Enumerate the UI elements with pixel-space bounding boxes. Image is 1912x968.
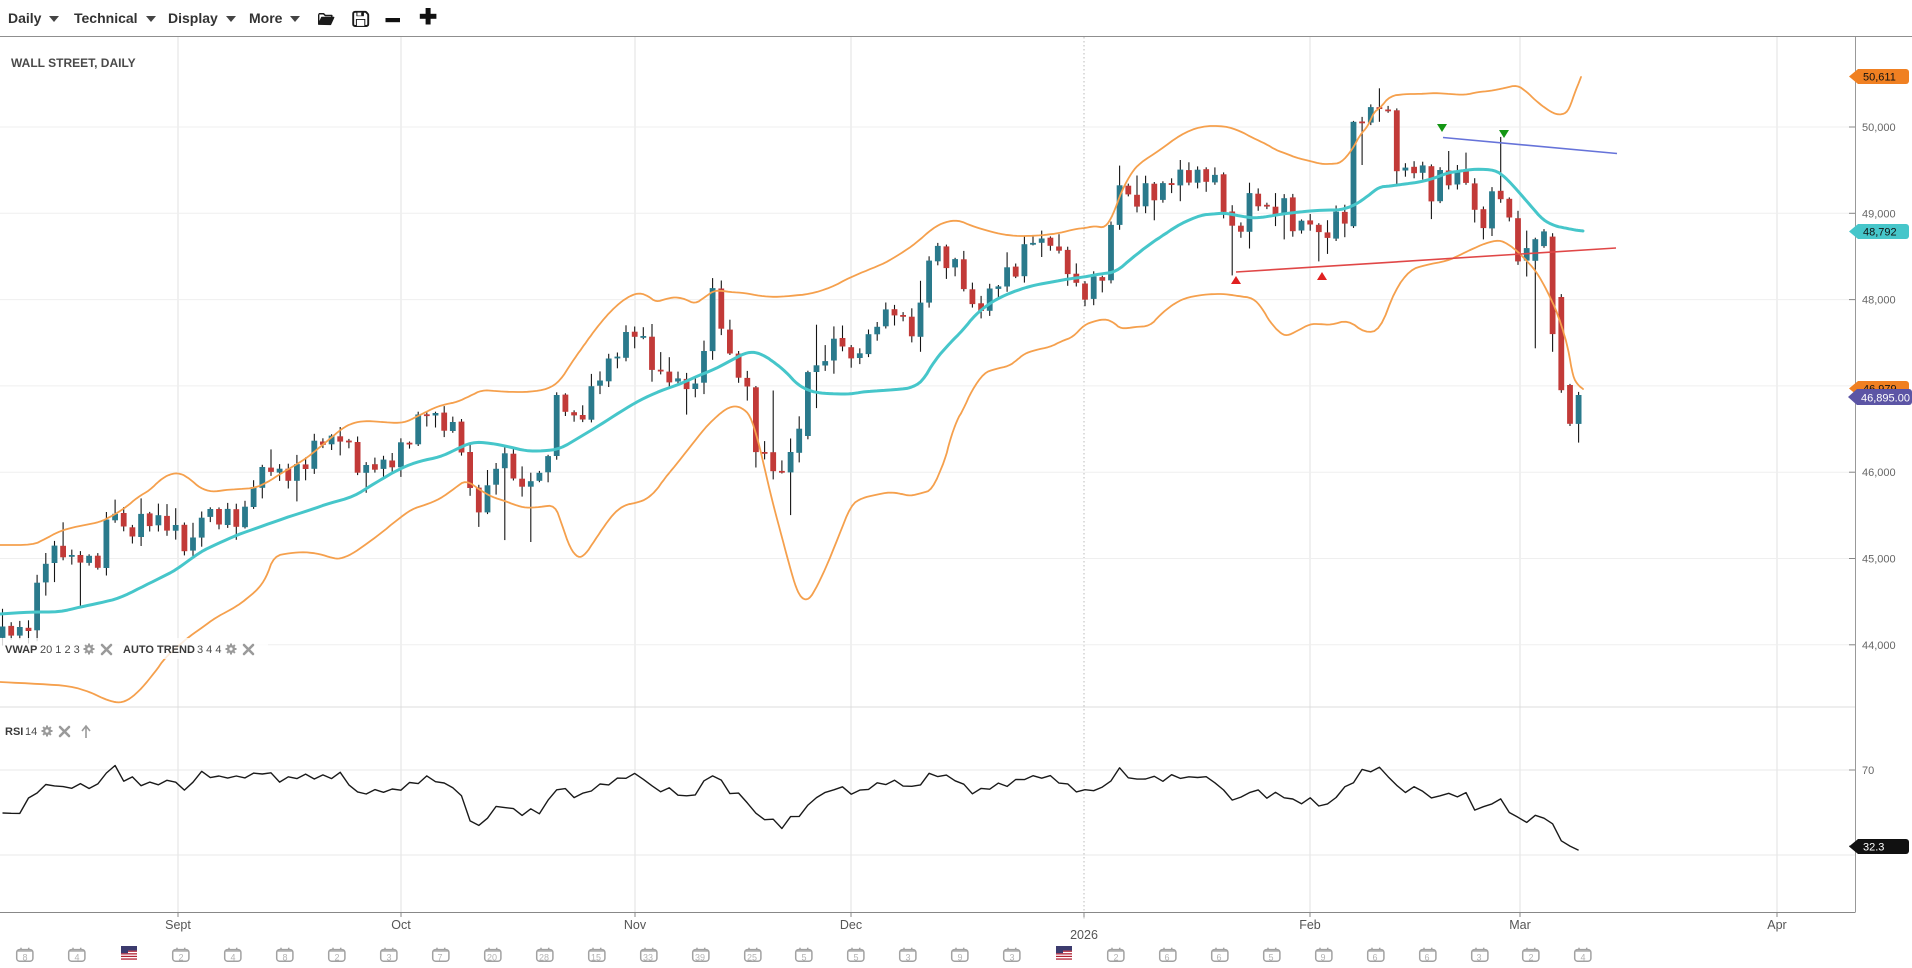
svg-text:25: 25 xyxy=(747,953,757,963)
svg-text:48,792: 48,792 xyxy=(1863,227,1897,239)
svg-text:4: 4 xyxy=(74,953,79,963)
svg-text:AUTO TREND: AUTO TREND xyxy=(123,644,195,656)
svg-text:4: 4 xyxy=(1580,953,1585,963)
svg-text:3: 3 xyxy=(1009,953,1014,963)
svg-text:Apr: Apr xyxy=(1767,918,1786,932)
svg-text:33: 33 xyxy=(643,953,653,963)
svg-text:20 1 2 3: 20 1 2 3 xyxy=(40,644,80,656)
svg-text:Dec: Dec xyxy=(840,918,862,932)
svg-text:2: 2 xyxy=(178,953,183,963)
svg-text:32.3: 32.3 xyxy=(1863,842,1884,854)
svg-text:39: 39 xyxy=(695,953,705,963)
svg-text:Oct: Oct xyxy=(391,918,411,932)
svg-text:Nov: Nov xyxy=(624,918,647,932)
svg-text:8: 8 xyxy=(282,953,287,963)
svg-text:Mar: Mar xyxy=(1509,918,1531,932)
svg-text:3: 3 xyxy=(386,953,391,963)
svg-text:7: 7 xyxy=(437,953,442,963)
svg-text:6: 6 xyxy=(1372,953,1377,963)
svg-text:50,000: 50,000 xyxy=(1862,122,1896,134)
svg-text:45,000: 45,000 xyxy=(1862,554,1896,566)
svg-text:9: 9 xyxy=(957,953,962,963)
svg-text:14: 14 xyxy=(25,726,37,738)
svg-text:5: 5 xyxy=(853,953,858,963)
svg-text:Sept: Sept xyxy=(165,918,191,932)
svg-text:6: 6 xyxy=(1424,953,1429,963)
svg-text:2026: 2026 xyxy=(1070,928,1098,942)
svg-text:4: 4 xyxy=(230,953,235,963)
svg-text:20: 20 xyxy=(487,953,497,963)
svg-text:44,000: 44,000 xyxy=(1862,640,1896,652)
svg-text:48,000: 48,000 xyxy=(1862,295,1896,307)
svg-text:28: 28 xyxy=(539,953,549,963)
svg-text:46,000: 46,000 xyxy=(1862,467,1896,479)
svg-text:49,000: 49,000 xyxy=(1862,208,1896,220)
svg-text:2: 2 xyxy=(1113,953,1118,963)
svg-text:2: 2 xyxy=(334,953,339,963)
svg-text:6: 6 xyxy=(1216,953,1221,963)
svg-text:70: 70 xyxy=(1862,765,1874,777)
svg-text:50,611: 50,611 xyxy=(1863,72,1896,84)
svg-text:3: 3 xyxy=(905,953,910,963)
svg-text:5: 5 xyxy=(1268,953,1273,963)
svg-text:2: 2 xyxy=(1528,953,1533,963)
svg-text:VWAP: VWAP xyxy=(5,644,37,656)
svg-text:6: 6 xyxy=(1164,953,1169,963)
svg-text:Feb: Feb xyxy=(1299,918,1321,932)
svg-text:RSI: RSI xyxy=(5,726,23,738)
svg-text:WALL STREET, DAILY: WALL STREET, DAILY xyxy=(11,56,136,70)
svg-text:3: 3 xyxy=(1476,953,1481,963)
svg-text:15: 15 xyxy=(591,953,601,963)
svg-text:46,895.00: 46,895.00 xyxy=(1861,393,1910,405)
svg-text:9: 9 xyxy=(1320,953,1325,963)
svg-text:3 4 4: 3 4 4 xyxy=(197,644,221,656)
svg-text:5: 5 xyxy=(801,953,806,963)
svg-text:8: 8 xyxy=(22,953,27,963)
